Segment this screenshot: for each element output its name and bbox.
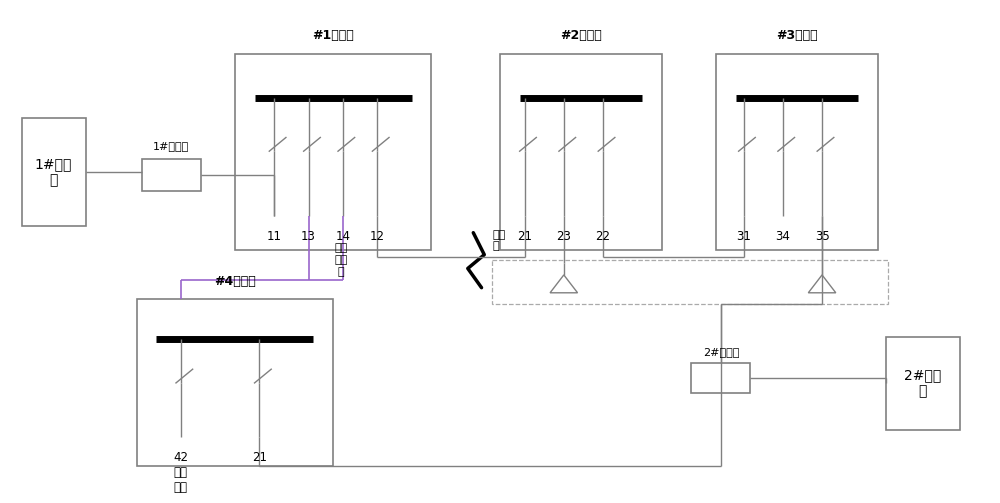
Text: 2#变电
站: 2#变电 站 xyxy=(904,368,941,398)
Text: 14: 14 xyxy=(335,230,350,243)
Bar xyxy=(235,54,431,250)
Text: #4环网柜: #4环网柜 xyxy=(214,275,256,288)
Text: 小回
路联
络: 小回 路联 络 xyxy=(334,243,348,277)
Text: 21: 21 xyxy=(252,451,267,464)
Text: #1环网柜: #1环网柜 xyxy=(312,29,354,42)
Bar xyxy=(492,260,888,304)
Text: 故障
点: 故障 点 xyxy=(492,230,505,252)
Text: 35: 35 xyxy=(815,230,829,243)
Text: 2#线开关: 2#线开关 xyxy=(703,348,739,358)
Text: 31: 31 xyxy=(736,230,751,243)
Bar xyxy=(22,118,86,226)
Text: 1#变电
站: 1#变电 站 xyxy=(35,157,72,187)
Bar xyxy=(886,337,960,430)
Bar xyxy=(691,363,750,393)
Bar xyxy=(142,159,201,192)
Text: #3环网柜: #3环网柜 xyxy=(776,29,817,42)
Text: 42
联络
开关: 42 联络 开关 xyxy=(173,451,188,493)
Text: #2环网柜: #2环网柜 xyxy=(560,29,601,42)
Text: 13: 13 xyxy=(301,230,316,243)
Bar xyxy=(716,54,878,250)
Text: 11: 11 xyxy=(267,230,282,243)
Text: 21: 21 xyxy=(517,230,532,243)
Text: 12: 12 xyxy=(370,230,385,243)
Bar xyxy=(500,54,662,250)
Text: 23: 23 xyxy=(556,230,571,243)
Text: 22: 22 xyxy=(596,230,611,243)
Text: 1#线开关: 1#线开关 xyxy=(153,141,189,151)
Bar xyxy=(137,299,333,466)
Text: 34: 34 xyxy=(775,230,790,243)
